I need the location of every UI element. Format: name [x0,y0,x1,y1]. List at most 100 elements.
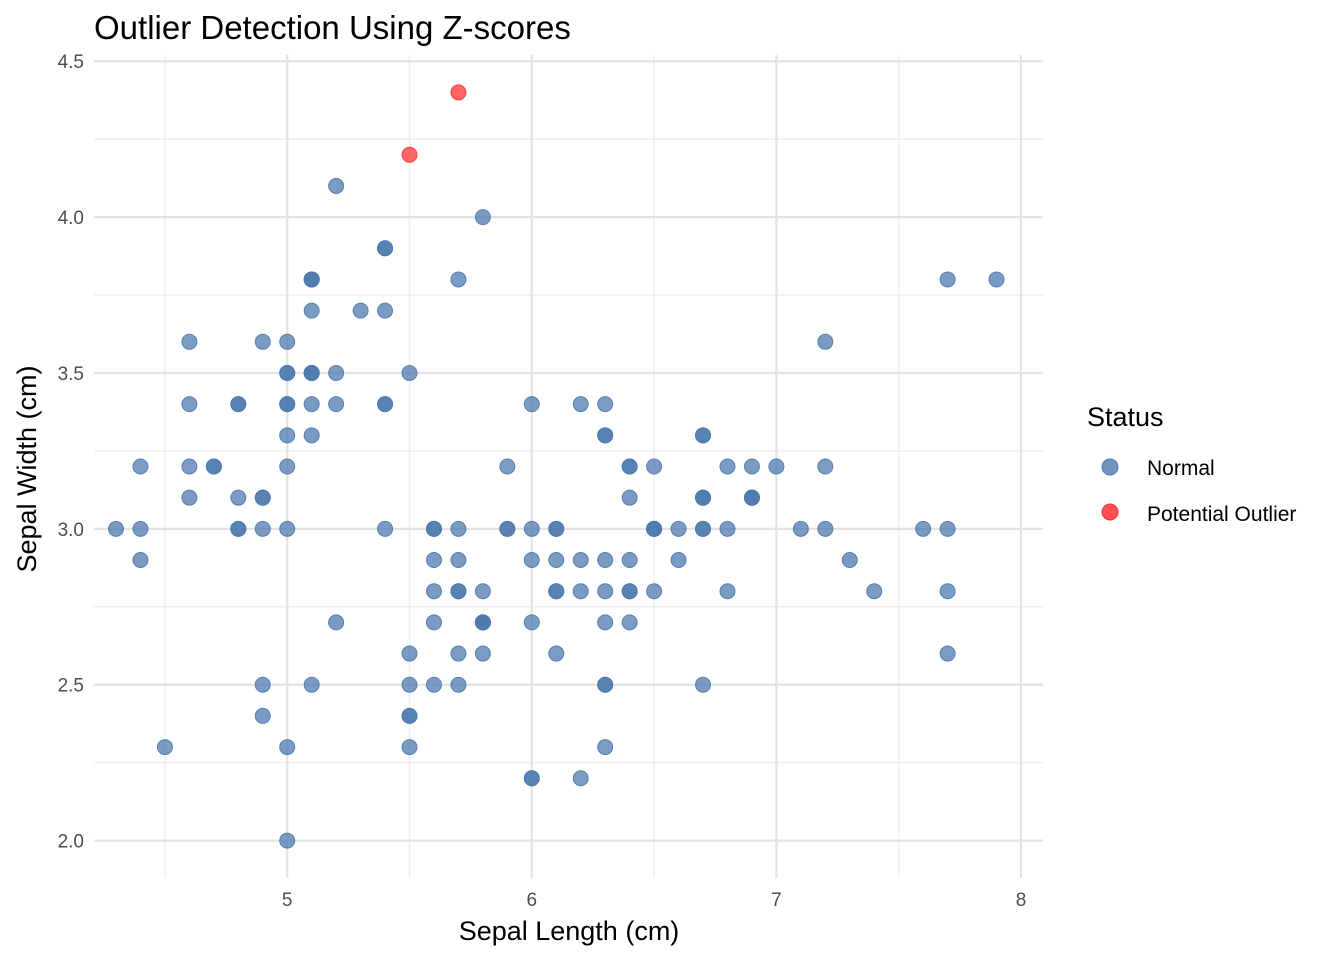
data-point-normal [474,209,491,226]
legend: Status Normal Potential Outlier [1087,402,1296,526]
data-point-normal [792,520,809,537]
data-point-normal [450,520,467,537]
data-point-normal [743,458,760,475]
data-point-normal [352,302,369,319]
data-point-normal [597,396,614,413]
data-point-normal [621,583,638,600]
data-point-normal [181,489,198,506]
x-tick-label: 7 [771,890,782,911]
data-point-normal [572,552,589,569]
data-point-normal [425,520,442,537]
data-point-normal [450,552,467,569]
data-point-normal [719,583,736,600]
data-point-normal [230,489,247,506]
data-point-normal [743,489,760,506]
data-point-normal [474,583,491,600]
data-point-normal [548,583,565,600]
data-point-normal [401,645,418,662]
data-point-normal [377,240,394,257]
data-point-normal [670,520,687,537]
data-point-normal [621,614,638,631]
data-point-normal [156,739,173,756]
data-point-normal [719,520,736,537]
data-point-normal [646,583,663,600]
data-point-normal [646,458,663,475]
data-point-normal [279,739,296,756]
data-point-normal [205,458,222,475]
data-point-normal [377,520,394,537]
data-point-normal [695,427,712,444]
data-point-normal [866,583,883,600]
data-point-normal [401,739,418,756]
data-point-normal [523,520,540,537]
data-point-normal [254,676,271,693]
data-point-normal [621,458,638,475]
data-point-normal [303,271,320,288]
data-point-normal [646,520,663,537]
y-tick-label: 3.5 [58,364,84,385]
data-point-normal [597,614,614,631]
data-point-normal [841,552,858,569]
x-axis-label: Sepal Length (cm) [459,916,680,946]
data-point-normal [279,333,296,350]
legend-label-potential-outlier: Potential Outlier [1147,503,1296,526]
data-point-potential-outlier [401,146,418,163]
data-point-normal [303,427,320,444]
data-point-normal [939,271,956,288]
data-point-normal [254,333,271,350]
data-point-normal [817,458,834,475]
data-point-normal [303,302,320,319]
data-point-normal [328,614,345,631]
data-point-normal [377,302,394,319]
data-point-normal [695,676,712,693]
y-tick-label: 4.0 [58,208,84,229]
data-point-normal [695,489,712,506]
data-point-normal [548,645,565,662]
data-point-normal [279,364,296,381]
data-point-normal [254,520,271,537]
x-tick-labels: 5 6 7 8 [282,890,1026,911]
data-point-normal [108,520,125,537]
data-point-normal [132,458,149,475]
data-point-normal [450,645,467,662]
data-point-normal [597,427,614,444]
data-point-normal [328,177,345,194]
data-point-potential-outlier [450,84,467,101]
data-point-normal [450,583,467,600]
data-point-normal [401,364,418,381]
data-point-normal [621,489,638,506]
data-point-normal [303,396,320,413]
data-point-normal [939,583,956,600]
data-point-normal [132,552,149,569]
major-gridlines [94,55,1043,878]
data-point-normal [474,645,491,662]
data-point-normal [279,832,296,849]
data-point-normal [597,739,614,756]
data-point-normal [939,645,956,662]
data-point-normal [572,770,589,787]
y-tick-labels: 2.0 2.5 3.0 3.5 4.0 4.5 [58,52,84,852]
minor-gridlines [94,55,1043,878]
data-point-normal [230,520,247,537]
data-point-normal [425,676,442,693]
data-point-normal [279,396,296,413]
data-point-normal [768,458,785,475]
data-point-normal [254,707,271,724]
data-point-normal [303,364,320,381]
data-point-normal [817,333,834,350]
y-tick-label: 2.5 [58,676,84,697]
data-point-normal [279,520,296,537]
data-point-normal [939,520,956,537]
data-point-normal [548,520,565,537]
data-point-normal [572,396,589,413]
data-point-normal [425,583,442,600]
data-point-normal [817,520,834,537]
y-tick-label: 3.0 [58,520,84,541]
data-point-normal [450,271,467,288]
data-point-normal [499,520,516,537]
data-point-normal [254,489,271,506]
data-point-normal [132,520,149,537]
legend-label-normal: Normal [1147,457,1215,480]
data-point-normal [425,614,442,631]
